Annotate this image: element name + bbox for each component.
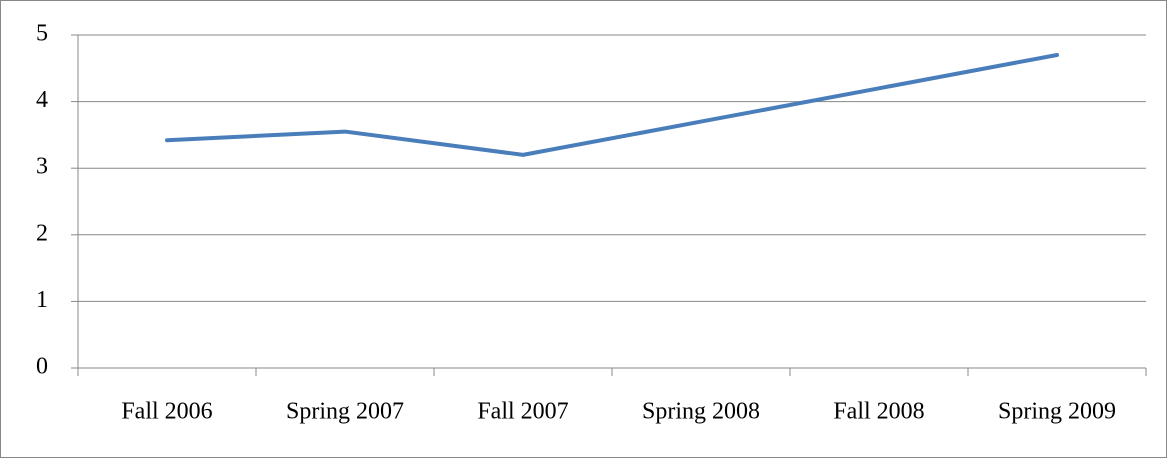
x-tick-label: Fall 2006 [121,399,212,425]
x-tick-label: Fall 2008 [833,399,924,425]
y-tick-label: 4 [36,87,48,113]
x-tick-label: Fall 2007 [477,399,568,425]
data-line [165,52,1059,157]
x-tick-label: Spring 2008 [642,399,760,425]
x-tick-label: Spring 2009 [998,399,1116,425]
y-tick-label: 5 [36,21,48,47]
x-tick-label: Spring 2007 [286,399,404,425]
y-tick-label: 3 [36,154,48,180]
y-tick-label: 1 [36,287,48,313]
y-tick-label: 0 [36,354,48,380]
y-tick-label: 2 [36,220,48,246]
